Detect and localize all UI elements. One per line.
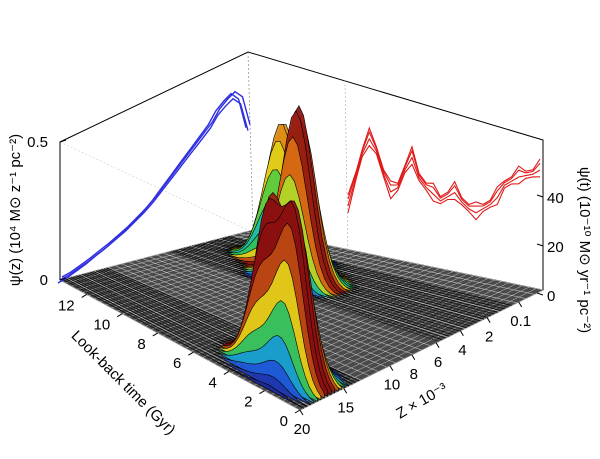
tick-mark <box>294 409 301 414</box>
metallicity-distribution-line <box>57 92 247 284</box>
tick-mark <box>223 371 230 375</box>
surface-slice <box>62 279 304 409</box>
surface-slice <box>178 213 450 337</box>
metallicity-tick-label: 15 <box>337 399 354 416</box>
time-axis-label: Look-back time (Gyr) <box>68 327 179 438</box>
tick-mark <box>188 351 194 356</box>
metallicity-tick-label: 0.1 <box>510 313 531 330</box>
metallicity-axis-label: Z × 10⁻³ <box>393 380 450 423</box>
time-tick-label: 4 <box>209 374 217 391</box>
left-wall-grid-line <box>59 141 249 231</box>
chart-projections <box>57 90 541 284</box>
wall-corner-edge <box>247 51 254 231</box>
metallicity-tick-label: 8 <box>410 366 418 383</box>
sfr-history-line <box>347 137 541 214</box>
metallicity-tick-label: 6 <box>434 354 442 371</box>
surface-slice <box>65 278 308 408</box>
tick-mark <box>459 330 464 337</box>
right-wall-tick-label: 20 <box>547 239 564 256</box>
floor-grid-line <box>65 231 260 284</box>
metallicity-tick-label: 10 <box>384 377 401 394</box>
metallicity-tick-label: 20 <box>294 421 311 438</box>
surface-slice <box>195 155 471 327</box>
wall-grid-line <box>344 79 349 256</box>
tick-mark <box>343 388 348 394</box>
right-wall-axis-label: ψ(t) (10⁻¹⁰ M⊙ yr⁻¹ pc⁻²) <box>576 167 593 333</box>
floor-grid-line <box>299 289 544 411</box>
tick-mark <box>152 332 159 337</box>
left-wall-axis-label: ψ(z) (10⁴ M⊙ z⁻¹ pc⁻²) <box>7 134 24 286</box>
time-tick-label: 8 <box>137 336 145 353</box>
right-wall-tick-label: 40 <box>547 190 564 207</box>
surface-slice <box>192 122 467 328</box>
tick-mark <box>299 409 304 416</box>
left-wall-tick-label: 0.5 <box>27 134 48 151</box>
floor-grid-line <box>77 234 274 290</box>
tick-mark <box>116 313 123 318</box>
tick-mark <box>259 390 265 395</box>
chart-surface <box>62 105 512 409</box>
tick-mark <box>536 292 544 296</box>
time-tick-label: 0 <box>280 413 288 430</box>
left-wall-tick-label: 0 <box>40 272 48 289</box>
surface-slice <box>184 136 457 334</box>
tick-mark <box>59 277 67 281</box>
tick-mark <box>59 139 67 143</box>
right-wall-tick-label: 0 <box>547 288 555 305</box>
sfr-history-line <box>347 144 541 221</box>
tick-mark <box>435 342 440 349</box>
tick-mark <box>389 365 394 371</box>
tick-mark <box>536 243 544 247</box>
time-tick-label: 10 <box>94 317 111 334</box>
floor-grid-line <box>59 229 254 281</box>
tick-mark <box>81 294 87 298</box>
metallicity-tick-label: 2 <box>485 329 493 346</box>
tick-mark <box>536 194 544 198</box>
metallicity-tick-label: 4 <box>458 342 466 359</box>
tick-mark <box>518 301 523 308</box>
floor-grid-line <box>71 232 267 287</box>
time-tick-label: 2 <box>244 394 252 411</box>
time-tick-label: 12 <box>58 297 75 314</box>
metallicity-distribution-line <box>61 90 251 278</box>
sfr-history-line <box>347 126 541 206</box>
time-tick-label: 6 <box>173 355 181 372</box>
surface-slice <box>181 174 453 335</box>
tick-mark <box>486 317 491 323</box>
tick-mark <box>411 354 416 361</box>
